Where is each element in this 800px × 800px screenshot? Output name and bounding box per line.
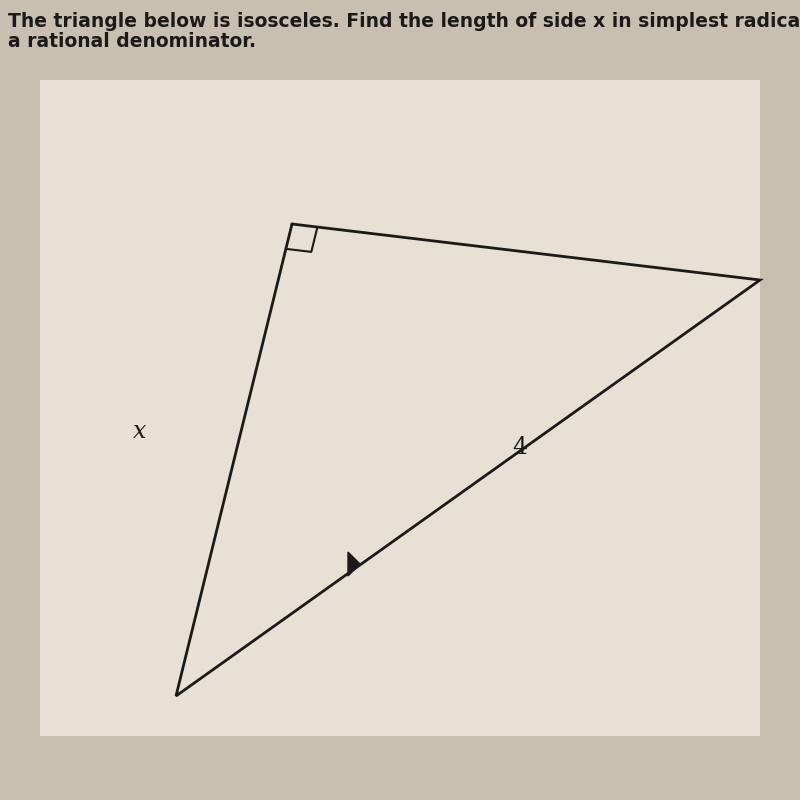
Text: The triangle below is isosceles. Find the length of side x in simplest radical f: The triangle below is isosceles. Find th… [8, 12, 800, 31]
Text: x: x [134, 421, 146, 443]
Text: 4: 4 [513, 437, 527, 459]
Text: a rational denominator.: a rational denominator. [8, 32, 256, 51]
Polygon shape [348, 552, 360, 576]
FancyBboxPatch shape [40, 80, 760, 736]
